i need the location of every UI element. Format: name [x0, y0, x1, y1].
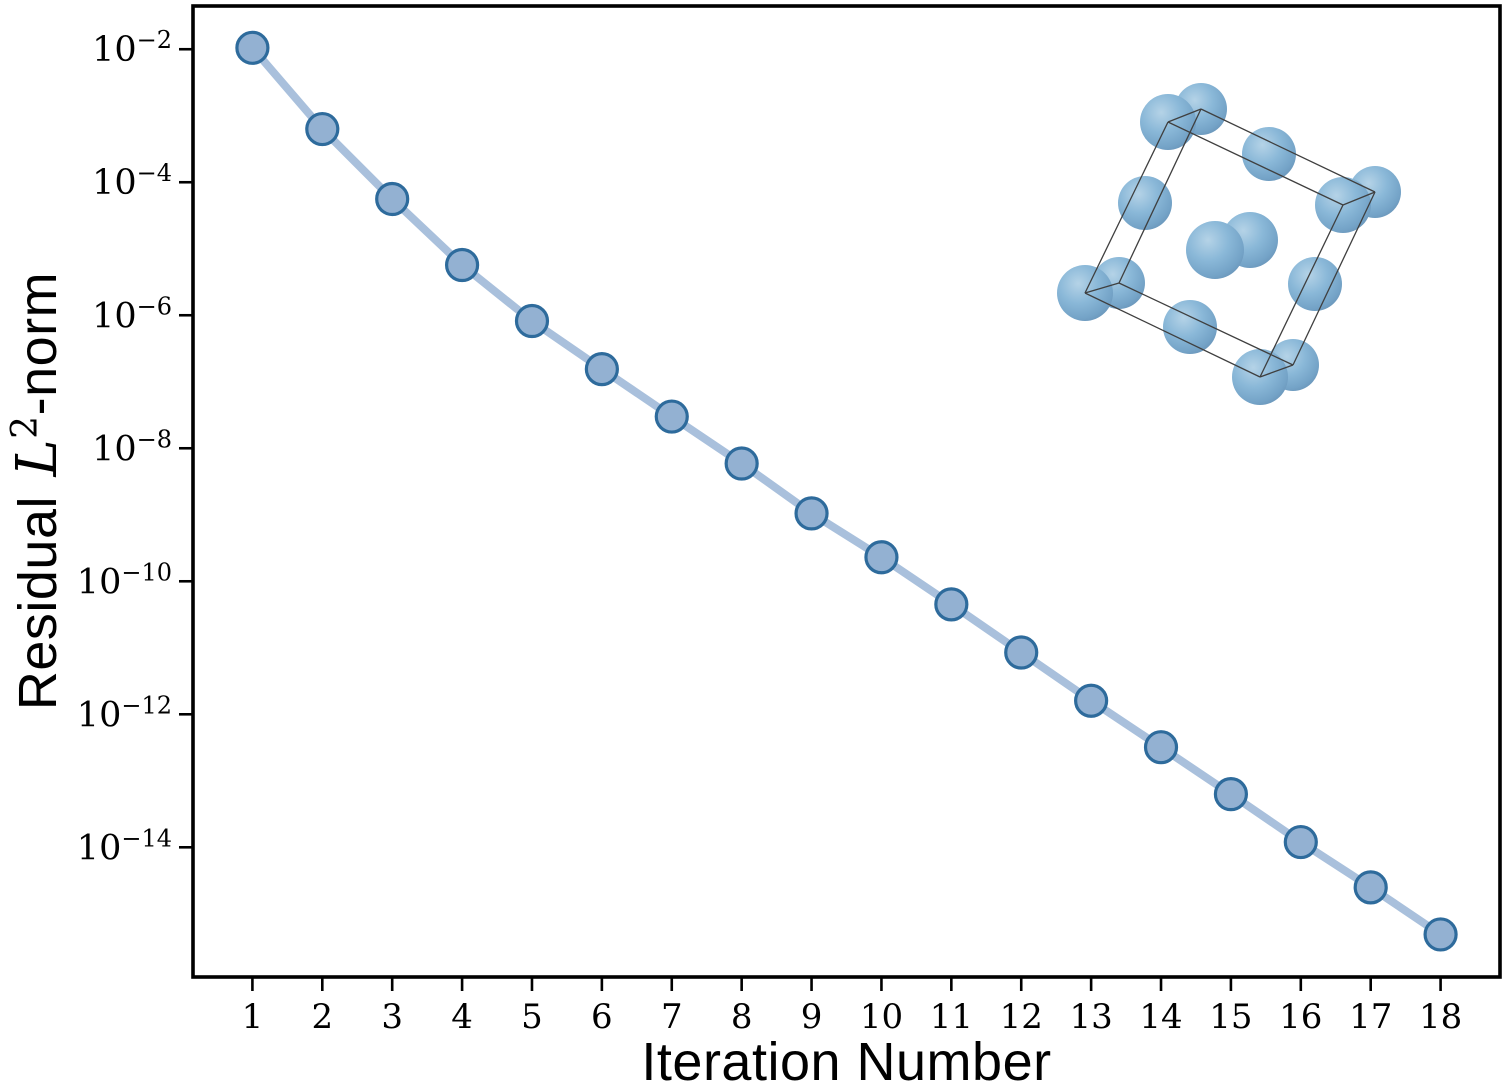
data-point-marker — [375, 181, 410, 217]
data-point-marker — [1423, 917, 1458, 952]
y-axis-label-math-symbol: L — [5, 438, 70, 477]
unit-cell-edge — [1167, 121, 1344, 206]
y-axis-label-suffix: -norm — [8, 271, 68, 416]
x-tick-label: 7 — [661, 997, 683, 1037]
unit-cell-edge — [1259, 204, 1344, 378]
series-line — [249, 45, 1443, 938]
data-point-marker — [1004, 635, 1039, 670]
data-series — [235, 30, 1458, 952]
x-tick-label: 13 — [1069, 997, 1112, 1037]
x-tick-label: 12 — [1000, 997, 1043, 1037]
x-tick-label: 17 — [1349, 997, 1392, 1037]
y-tick-label: 10−8 — [92, 425, 172, 469]
data-point-marker — [654, 399, 689, 434]
unit-cell-edge — [1200, 108, 1376, 193]
x-tick-label: 3 — [381, 997, 403, 1037]
atom — [1288, 257, 1342, 311]
y-axis-label-prefix: Residual — [8, 480, 68, 711]
unit-cell-edge — [1342, 191, 1376, 206]
x-axis-label: Iteration Number — [641, 1032, 1052, 1090]
x-tick-label: 18 — [1419, 997, 1462, 1037]
data-point-marker — [724, 446, 759, 481]
plot-border — [191, 4, 1502, 979]
x-tick-label: 9 — [801, 997, 823, 1037]
data-point-marker — [934, 587, 969, 622]
data-point-marker — [794, 496, 829, 531]
y-tick-label: 10−2 — [92, 26, 172, 70]
data-point-marker — [1074, 683, 1109, 718]
x-tick-label: 2 — [311, 997, 333, 1037]
y-tick-label: 10−12 — [77, 691, 172, 735]
x-tick-label: 16 — [1279, 997, 1322, 1037]
y-tick-label: 10−14 — [77, 824, 172, 868]
x-tick-label: 11 — [930, 997, 973, 1037]
atom — [1163, 300, 1217, 354]
data-point-marker — [864, 540, 899, 575]
unit-cell-edge — [1084, 282, 1120, 294]
x-tick-label: 10 — [860, 997, 903, 1037]
y-tick-label: 10−4 — [92, 159, 172, 203]
unit-cell-edge — [1292, 191, 1376, 366]
data-point-marker — [1143, 730, 1179, 765]
x-tick-label: 5 — [521, 997, 543, 1037]
x-tick-label: 6 — [591, 997, 613, 1037]
data-point-marker — [444, 247, 480, 283]
data-point-marker — [1213, 777, 1249, 812]
x-tick-label: 8 — [731, 997, 753, 1037]
data-point-marker — [235, 30, 270, 65]
data-point-marker — [514, 303, 550, 339]
atom — [1242, 127, 1296, 181]
y-axis-label-superscript: 2 — [5, 415, 46, 439]
atom — [1186, 221, 1244, 279]
unit-cell-edge — [1118, 282, 1294, 366]
unit-cell-edge — [1084, 292, 1261, 378]
unit-cell-edge — [1118, 108, 1202, 284]
data-point-marker — [1283, 824, 1318, 860]
y-tick-label: 10−6 — [92, 292, 172, 336]
y-axis-label: Residual L2-norm — [3, 141, 73, 841]
atom — [1118, 176, 1172, 230]
crystal-structure-inset — [1057, 83, 1401, 405]
x-tick-label: 1 — [242, 997, 264, 1037]
x-tick-label: 15 — [1209, 997, 1252, 1037]
unit-cell-edge — [1259, 364, 1294, 378]
unit-cell-edge — [1084, 121, 1169, 294]
x-tick-label: 14 — [1139, 997, 1182, 1037]
data-point-marker — [584, 352, 619, 387]
y-axis: 10−2 10−4 10−6 10−8 10−10 10−12 10−14 — [77, 26, 193, 868]
unit-cell-edge — [1167, 108, 1202, 123]
data-point-marker — [305, 111, 340, 147]
y-tick-label: 10−10 — [77, 558, 172, 602]
data-point-marker — [1353, 870, 1388, 905]
x-axis: 1 2 3 4 5 6 7 8 9 10 11 12 13 14 15 16 17 18 — [242, 977, 1462, 1037]
x-tick-label: 4 — [451, 997, 473, 1037]
